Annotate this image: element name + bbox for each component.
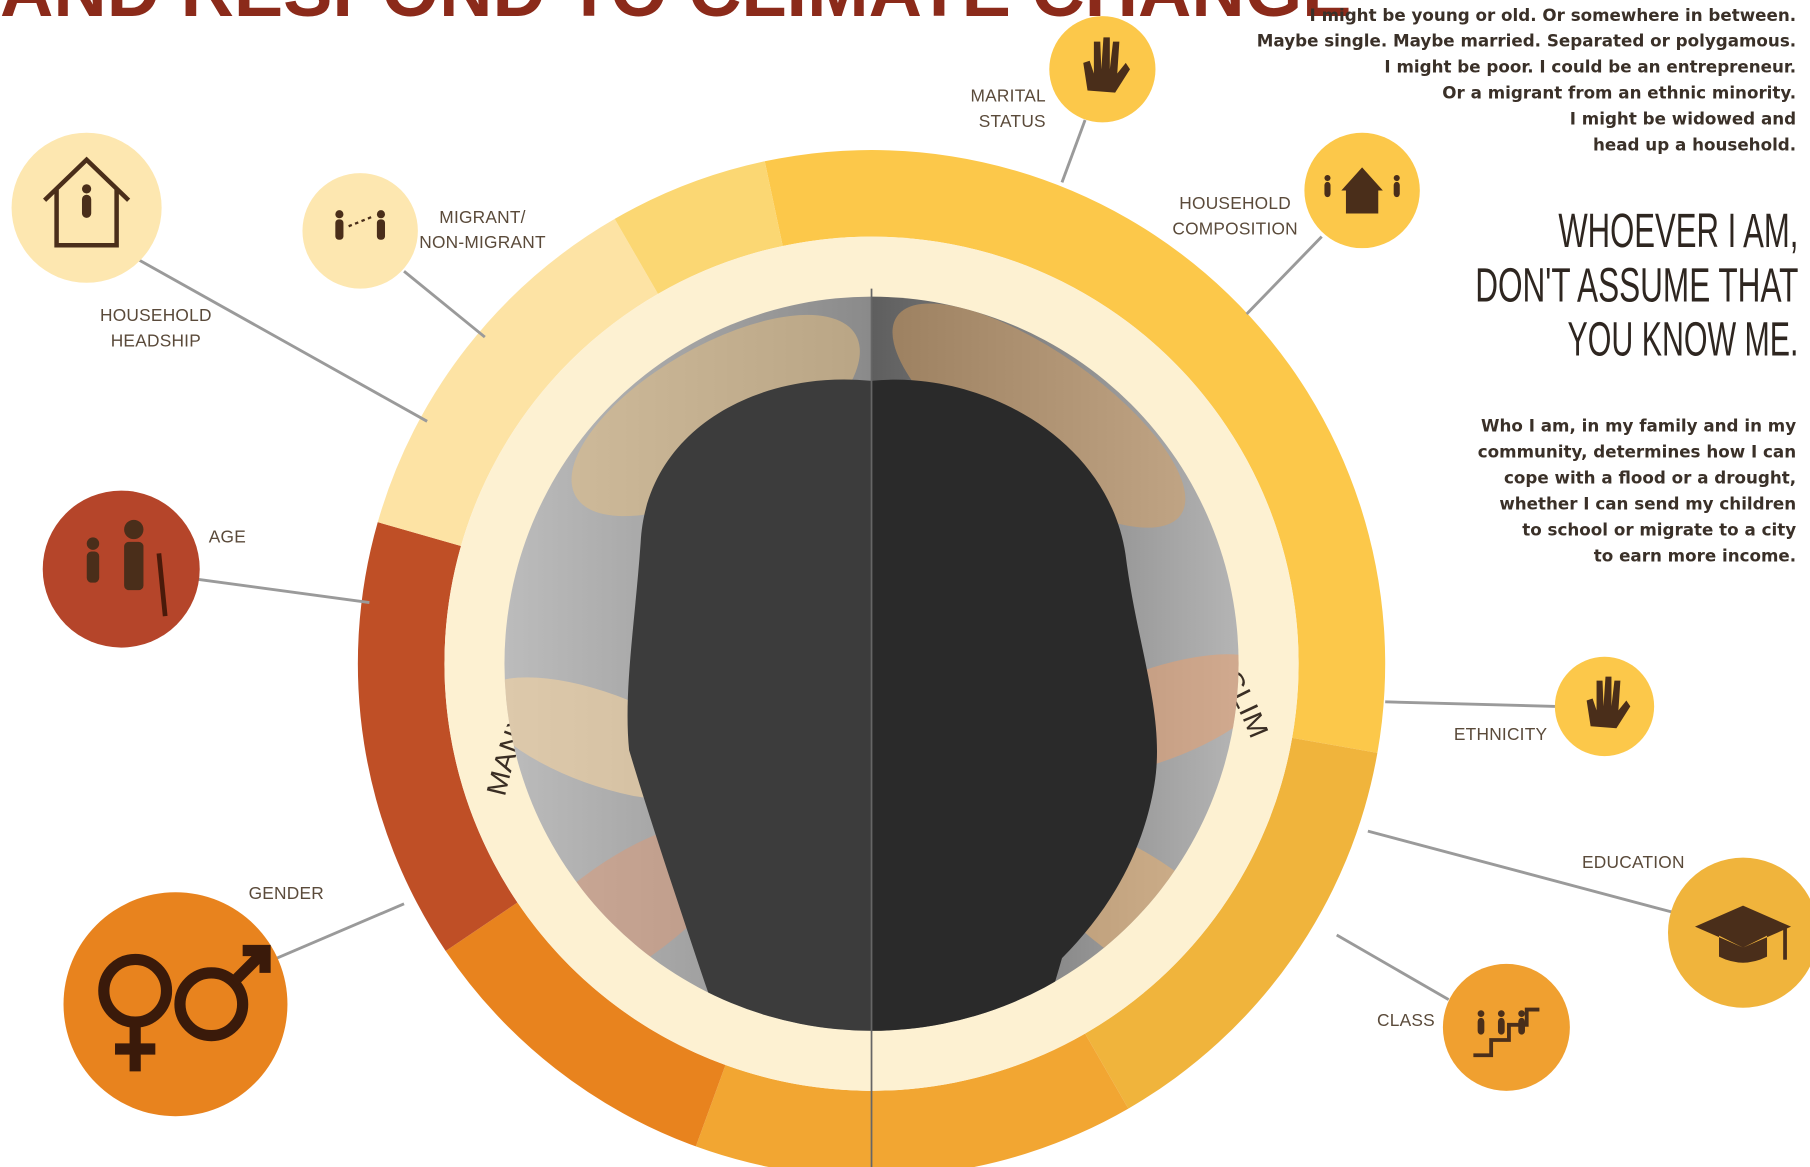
- icon-part: [1518, 1010, 1525, 1017]
- icon-part: [377, 210, 385, 218]
- factor-label: GENDER: [249, 883, 324, 903]
- factor-label: CLASS: [1377, 1010, 1435, 1030]
- icon-part: [1394, 182, 1400, 197]
- icon-part: [124, 520, 143, 539]
- leader-line: [277, 904, 404, 958]
- icon-part: [1394, 175, 1400, 181]
- page-title: AND RESPOND TO CLIMATE CHANGE: [0, 0, 1351, 32]
- body-line: cope with a flood or a drought,: [1504, 468, 1796, 488]
- intro-line: I might be young or old. Or somewhere in…: [1310, 5, 1797, 25]
- intro-line: I might be widowed and: [1570, 109, 1796, 129]
- factor-label: ETHNICITY: [1454, 724, 1548, 744]
- factor-label: HEADSHIP: [111, 330, 201, 350]
- factor-label: MARITAL: [971, 86, 1046, 106]
- leader-line: [199, 579, 370, 602]
- icon-part: [124, 542, 143, 590]
- factor-label: HOUSEHOLD: [1179, 193, 1291, 213]
- icon-part: [1518, 1018, 1525, 1035]
- infographic: AND RESPOND TO CLIMATE CHANGE MANY INTER…: [0, 0, 1810, 1167]
- intro-line: Or a migrant from an ethnic minority.: [1442, 83, 1796, 103]
- intro-line: Maybe single. Maybe married. Separated o…: [1257, 31, 1796, 51]
- headline-line: YOU KNOW ME.: [1568, 313, 1799, 367]
- factor-icon-circle: [302, 173, 417, 288]
- body-line: Who I am, in my family and in my: [1481, 416, 1796, 436]
- factor-label: STATUS: [979, 111, 1046, 131]
- icon-part: [1324, 175, 1330, 181]
- leader-line: [1337, 935, 1449, 1000]
- icon-part: [335, 219, 343, 239]
- icon-part: [82, 184, 91, 193]
- factor-label: MIGRANT/: [439, 207, 525, 227]
- icon-part: [377, 219, 385, 239]
- factor-label: COMPOSITION: [1172, 218, 1298, 238]
- headline-line: DON'T ASSUME THAT: [1475, 258, 1798, 312]
- icon-part: [1498, 1018, 1505, 1035]
- factor-icon-circle: [1443, 964, 1570, 1091]
- icon-part: [1478, 1010, 1485, 1017]
- leader-line: [1247, 237, 1322, 314]
- icon-part: [87, 537, 99, 549]
- icon-part: [1498, 1010, 1505, 1017]
- headline-line: WHOEVER I AM,: [1558, 204, 1798, 258]
- leader-line: [1062, 120, 1085, 182]
- icon-part: [1324, 182, 1330, 197]
- factor-label: EDUCATION: [1582, 852, 1685, 872]
- intro-line: head up a household.: [1593, 135, 1796, 155]
- factor-label: AGE: [209, 527, 246, 547]
- body-line: to earn more income.: [1594, 546, 1796, 566]
- factor-label: NON-MIGRANT: [419, 232, 546, 252]
- factor-label: HOUSEHOLD: [100, 305, 212, 325]
- body-line: to school or migrate to a city: [1522, 520, 1796, 540]
- icon-part: [87, 552, 99, 583]
- factor-icon-circle: [43, 491, 200, 648]
- icon-part: [1478, 1018, 1485, 1035]
- icon-part: [335, 210, 343, 218]
- leader-line: [404, 271, 485, 337]
- icon-part: [82, 195, 91, 218]
- intro-line: I might be poor. I could be an entrepren…: [1384, 57, 1796, 77]
- leader-line: [1385, 702, 1556, 707]
- body-line: whether I can send my children: [1499, 494, 1796, 514]
- body-line: community, determines how I can: [1478, 442, 1796, 462]
